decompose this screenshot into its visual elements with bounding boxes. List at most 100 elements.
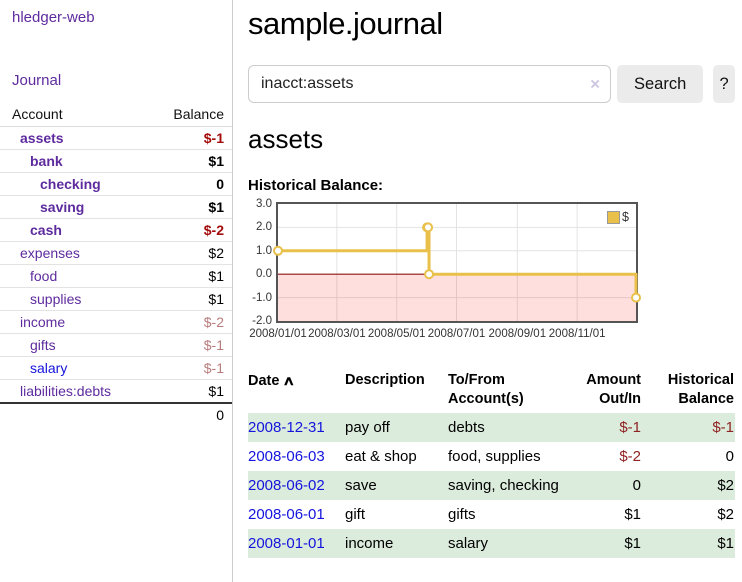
transaction-description: income	[345, 529, 448, 558]
x-axis-tick-label: 2008/11/01	[548, 328, 606, 340]
transaction-date-link[interactable]: 2008-01-01	[248, 535, 325, 552]
transaction-accounts: gifts	[448, 506, 476, 523]
clear-search-icon[interactable]: ×	[590, 74, 600, 94]
account-row: salary $-1	[0, 356, 232, 380]
transaction-amount: $1	[564, 529, 642, 558]
account-balance: $1	[141, 379, 232, 403]
transaction-balance: $-1	[642, 413, 735, 442]
main-content: sample.journal × Search ? assets Histori…	[233, 0, 742, 582]
y-axis-tick-label: 0.0	[256, 268, 272, 281]
account-heading: assets	[248, 124, 324, 154]
y-axis-tick-label: -2.0	[252, 315, 272, 327]
accounts-col-balance: Balance	[141, 103, 232, 127]
account-row: bank $1	[0, 149, 232, 173]
account-balance: $-2	[141, 310, 232, 334]
register-row: 2008-06-01 gift gifts $1 $2	[248, 500, 735, 529]
x-axis-tick-label: 2008/01/01	[249, 328, 307, 340]
sort-ascending-icon: ∧	[282, 373, 296, 388]
account-link-income[interactable]: income	[20, 314, 66, 330]
account-row: assets $-1	[0, 126, 232, 150]
transaction-description: pay off	[345, 413, 448, 442]
account-balance: $2	[141, 241, 232, 265]
account-link-saving[interactable]: saving	[40, 199, 85, 215]
transaction-amount: 0	[564, 471, 642, 500]
register-row: 2008-06-02 save saving, checking 0 $2	[248, 471, 735, 500]
account-row: cash $-2	[0, 218, 232, 242]
account-row: liabilities:debts $1	[0, 379, 232, 403]
account-link-expenses[interactable]: expenses	[20, 245, 80, 261]
col-tofrom-accounts: To/From Account(s)	[448, 372, 524, 407]
y-axis-tick-label: 3.0	[256, 198, 272, 210]
transaction-accounts: debts	[448, 413, 564, 442]
sidebar: hledger-web Journal Account Balance asse…	[0, 0, 233, 582]
account-balance: 0	[141, 172, 232, 196]
search-button[interactable]: Search	[617, 65, 704, 103]
transaction-balance: $2	[642, 471, 735, 500]
chart-legend: $	[606, 210, 630, 224]
account-balance: $-1	[141, 126, 232, 150]
chart-canvas	[273, 204, 641, 321]
account-balance: $1	[141, 149, 232, 173]
y-axis-tick-label: 1.0	[256, 244, 272, 257]
transaction-accounts: food, supplies	[448, 448, 541, 465]
y-axis-tick-label: -1.0	[252, 291, 272, 304]
transaction-balance: 0	[725, 448, 734, 465]
chart-title: Historical Balance:	[248, 177, 384, 194]
transaction-balance: $2	[717, 506, 734, 523]
search-input[interactable]	[248, 65, 611, 103]
register-table: Date ∧ Description To/From Account(s) Amo…	[248, 369, 735, 558]
register-header-row: Date ∧ Description To/From Account(s) Amo…	[248, 369, 735, 413]
search-form: × Search ?	[248, 65, 735, 103]
chart-plot-area: $	[273, 202, 641, 323]
transaction-date-link[interactable]: 2008-12-31	[248, 419, 325, 436]
transaction-date-link[interactable]: 2008-06-01	[248, 506, 325, 523]
transaction-description: save	[345, 471, 448, 500]
register-row: 2008-12-31 pay off debts $-1 $-1	[248, 413, 735, 442]
transaction-balance: $1	[642, 529, 735, 558]
help-button[interactable]: ?	[713, 65, 735, 103]
account-link-food[interactable]: food	[30, 268, 58, 284]
x-axis-tick-label: 2008/05/01	[367, 328, 426, 340]
account-row: food $1	[0, 264, 232, 288]
transaction-description: gift	[345, 506, 366, 523]
legend-swatch-icon	[607, 210, 621, 224]
col-amount-out-in: Amount Out/In	[586, 372, 641, 407]
app-title-link[interactable]: hledger-web	[12, 9, 95, 26]
account-link-supplies[interactable]: supplies	[30, 291, 82, 307]
account-balance: $-1	[141, 333, 232, 357]
historical-balance-chart: $ 3.0 2.0 1.0 0.0 -1.0 -2.0 2008/01/01 2008/03/…	[248, 198, 735, 345]
account-link-assets[interactable]: assets	[20, 130, 64, 146]
account-row: saving $1	[0, 195, 232, 219]
account-row: gifts $-1	[0, 333, 232, 357]
accounts-total-row: 0	[0, 402, 232, 426]
x-axis-tick-label: 2008/03/01	[308, 328, 366, 340]
col-description: Description	[345, 372, 425, 388]
account-balance: $-2	[141, 218, 232, 242]
account-row: checking 0	[0, 172, 232, 196]
account-row: supplies $1	[0, 287, 232, 311]
transaction-amount: $-1	[564, 413, 642, 442]
account-balance: $1	[141, 195, 232, 219]
x-axis-tick-label: 2008/09/01	[488, 328, 547, 340]
account-row: expenses $2	[0, 241, 232, 265]
register-row: 2008-06-03 eat & shop food, supplies $-2…	[248, 442, 735, 471]
account-balance: $1	[141, 287, 232, 311]
register-row: 2008-01-01 income salary $1 $1	[248, 529, 735, 558]
transaction-date-link[interactable]: 2008-06-03	[248, 448, 325, 465]
account-link-gifts[interactable]: gifts	[30, 337, 56, 353]
x-axis-tick-label: 2008/07/01	[427, 328, 486, 340]
accounts-total-balance: 0	[141, 402, 232, 426]
legend-label: $	[622, 210, 629, 224]
transaction-accounts: saving, checking	[448, 471, 564, 500]
account-link-salary[interactable]: salary	[30, 360, 68, 376]
col-date[interactable]: Date ∧	[248, 373, 296, 389]
page-title: sample.journal	[248, 6, 443, 41]
account-link-bank[interactable]: bank	[30, 153, 63, 169]
account-link-liabilities-debts[interactable]: liabilities:debts	[20, 383, 112, 399]
accounts-col-account: Account	[0, 103, 142, 127]
sidebar-item-journal[interactable]: Journal	[12, 72, 62, 89]
account-link-checking[interactable]: checking	[40, 176, 101, 192]
account-balance: $-1	[141, 356, 232, 380]
transaction-date-link[interactable]: 2008-06-02	[248, 477, 325, 494]
account-link-cash[interactable]: cash	[30, 222, 62, 238]
